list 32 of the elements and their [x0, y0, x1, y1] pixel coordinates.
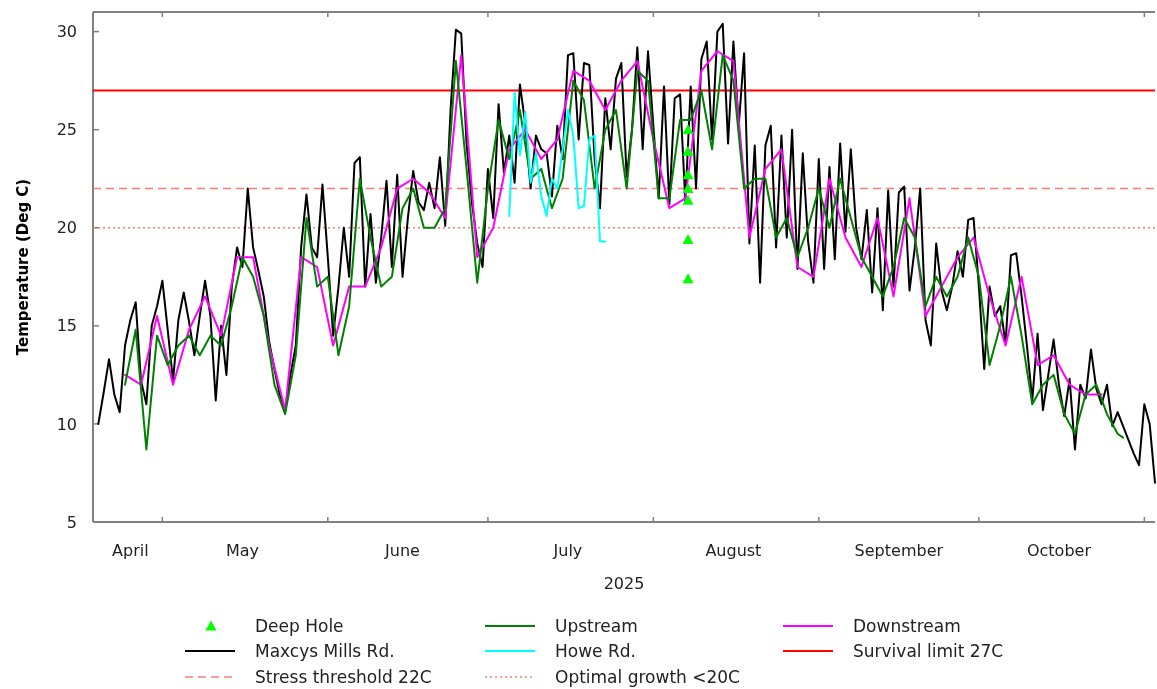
legend-label: Howe Rd.: [555, 640, 636, 661]
legend-label: Optimal growth <20C: [555, 666, 740, 687]
x-axis-title: 2025: [603, 574, 645, 593]
x-tick-label: July: [552, 541, 583, 560]
point: [682, 145, 694, 156]
legend-label: Maxcys Mills Rd.: [255, 640, 395, 661]
legend-label: Upstream: [555, 615, 638, 636]
line-series: [97, 22, 1156, 484]
legend-label: Deep Hole: [255, 615, 344, 636]
point: [682, 124, 694, 135]
point: [682, 194, 694, 205]
y-tick-label: 25: [56, 120, 77, 140]
point: [682, 169, 694, 180]
line-series: [508, 91, 607, 243]
y-tick-label: 20: [56, 218, 77, 238]
legend-label: Survival limit 27C: [853, 640, 1004, 661]
x-tick-label: October: [1026, 541, 1092, 560]
legend-label: Downstream: [853, 615, 961, 636]
y-tick-label: 30: [56, 22, 77, 42]
x-tick-label: April: [112, 541, 149, 560]
y-axis-title: Temperature (Deg C): [14, 178, 32, 356]
y-tick-label: 10: [56, 414, 77, 434]
y-tick-label: 5: [66, 512, 77, 532]
x-tick-label: May: [225, 541, 259, 560]
legend-label: Stress threshold 22C: [255, 666, 432, 687]
point: [682, 234, 694, 244]
x-tick-label: September: [854, 541, 944, 560]
point: [682, 273, 694, 284]
point: [682, 183, 694, 193]
x-tick-label: August: [705, 541, 762, 560]
y-tick-label: 15: [56, 316, 77, 336]
x-tick-label: June: [384, 541, 420, 560]
